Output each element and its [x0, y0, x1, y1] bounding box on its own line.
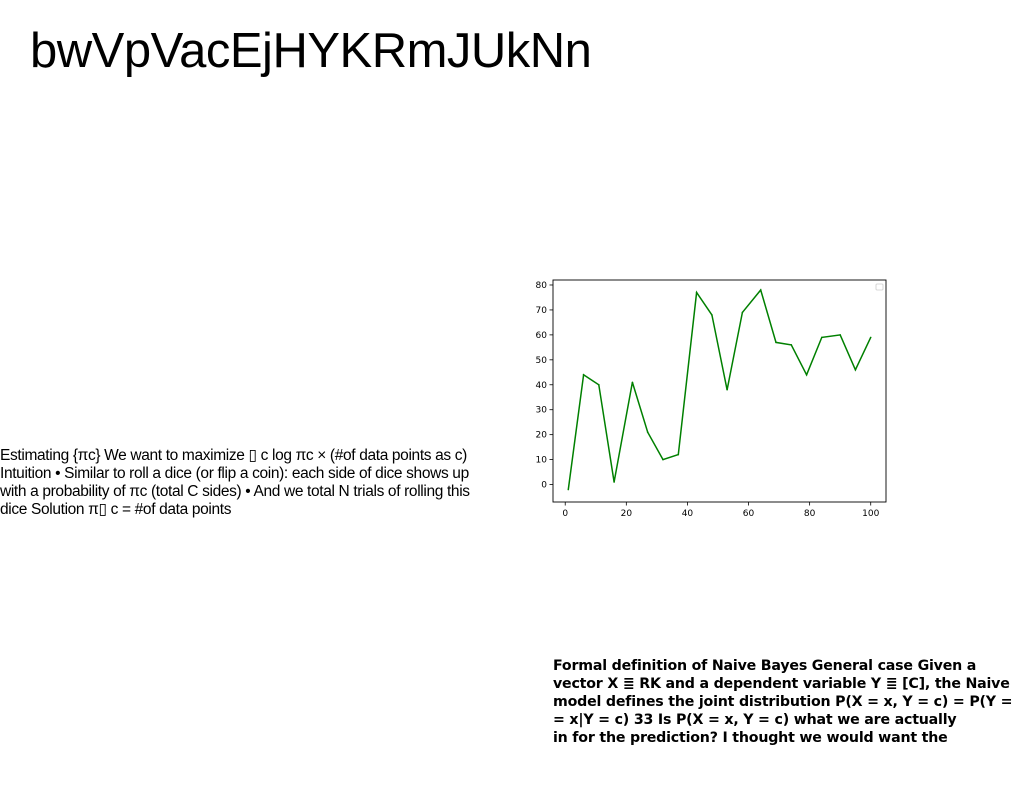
data-point: [726, 388, 728, 391]
series-line: [567, 288, 872, 490]
right-paragraph: Formal definition of Naive Bayes General…: [553, 658, 1013, 746]
data-point: [805, 373, 808, 376]
data-point: [741, 311, 744, 314]
y-tick-label: 40: [536, 381, 548, 391]
data-point: [582, 373, 585, 376]
data-point: [613, 481, 615, 483]
x-tick-label: 0: [562, 509, 568, 519]
data-point: [598, 383, 600, 386]
x-tick-label: 100: [862, 509, 879, 519]
y-tick-label: 80: [536, 281, 548, 291]
line-chart: 0 10 20 30 40 50 60 70 80 0 20 40 60 80 100: [525, 272, 895, 520]
data-point: [695, 291, 698, 294]
y-tick-label: 50: [536, 356, 548, 366]
page-title: bwVpVacEjHYKRmJUkNn: [30, 24, 592, 78]
x-tick-label: 40: [682, 509, 694, 519]
data-point: [631, 381, 634, 384]
y-tick-label: 70: [536, 306, 548, 316]
data-point: [790, 344, 793, 346]
data-point: [567, 488, 570, 491]
y-tick-label: 0: [541, 481, 547, 491]
y-tick-label: 60: [536, 331, 548, 341]
data-point: [839, 334, 841, 336]
data-point: [869, 336, 872, 339]
x-tick-label: 60: [743, 509, 755, 519]
plot-frame: [552, 279, 887, 503]
y-tick-label: 20: [536, 431, 548, 441]
data-point: [711, 314, 713, 316]
legend-box: [875, 283, 884, 291]
x-tick-label: 80: [804, 509, 816, 519]
line-chart-svg: 0 10 20 30 40 50 60 70 80 0 20 40 60 80 100: [536, 279, 887, 519]
data-point: [662, 458, 664, 461]
data-point: [775, 341, 777, 344]
data-point: [677, 453, 680, 456]
y-tick-label: 30: [536, 406, 548, 416]
left-paragraph: Estimating {πc} We want to maximize ▯ c …: [0, 447, 470, 518]
y-tick-label: 10: [536, 456, 548, 466]
data-point: [854, 368, 857, 371]
data-point: [821, 336, 823, 339]
data-point: [759, 289, 762, 291]
data-point: [646, 431, 649, 433]
x-tick-label: 20: [621, 509, 633, 519]
